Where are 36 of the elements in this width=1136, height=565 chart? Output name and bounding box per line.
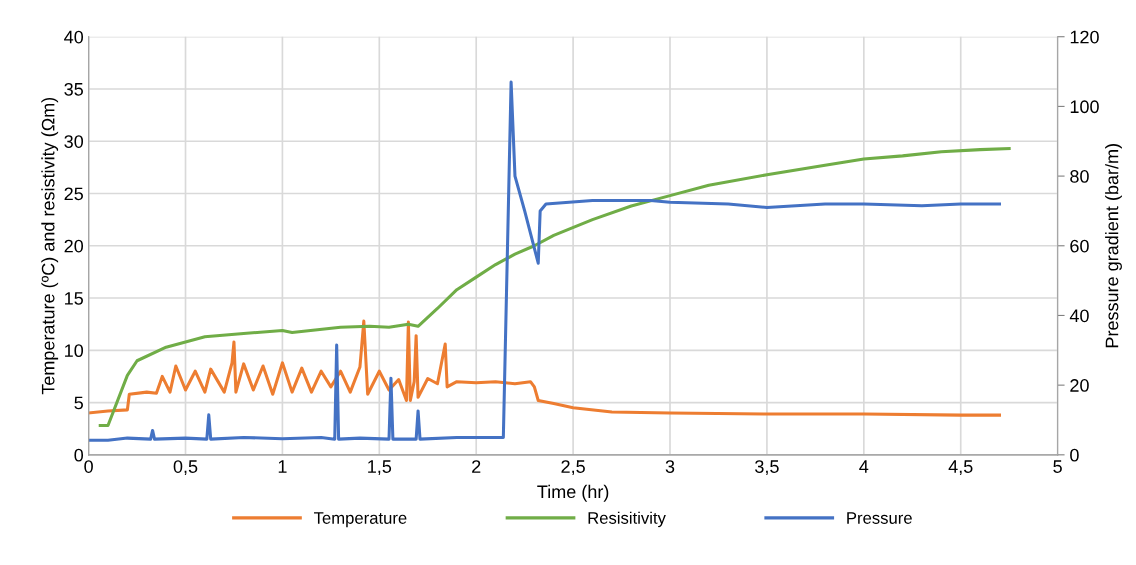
y-tick-label: 40	[64, 30, 84, 44]
y2-axis-title: Pressure gradient (bar/m)	[1105, 144, 1122, 348]
legend-label: Pressure	[847, 512, 912, 524]
y-tick-label: 25	[64, 187, 83, 201]
y2-tick-label: 60	[1070, 239, 1089, 253]
x-tick-label: 4	[859, 460, 869, 473]
x-tick-label: 4,5	[948, 460, 973, 476]
x-tick-label: 1	[278, 460, 287, 473]
x-tick-label: 1,5	[368, 460, 392, 476]
y-tick-label: 30	[64, 135, 84, 148]
legend-label: Resisitivity	[588, 511, 666, 528]
y2-tick-label: 40	[1069, 309, 1089, 323]
x-tick-label: 2	[472, 460, 481, 473]
y2-tick-label: 120	[1070, 30, 1099, 44]
line-series	[88, 80, 1002, 442]
y-axis-title: Temperature (ºC) and resistivity (Ωm)	[41, 97, 59, 395]
x-tick-label: 5	[1053, 460, 1062, 473]
x-tick-label: 0,5	[173, 460, 198, 476]
legend-label: Temperature	[314, 512, 407, 528]
y-tick-label: 10	[65, 344, 84, 358]
y-tick-label: 35	[64, 82, 83, 96]
y-tick-label: 15	[65, 292, 83, 305]
x-tick-label: 3	[665, 460, 675, 473]
x-tick-label: 3,5	[755, 460, 779, 476]
line-series	[98, 147, 1011, 428]
x-axis-title: Time (hr)	[537, 484, 609, 502]
y-tick-label: 5	[74, 396, 83, 410]
y2-tick-label: 80	[1070, 170, 1089, 183]
y2-tick-label: 20	[1070, 379, 1089, 392]
x-tick-label: 0	[84, 460, 93, 473]
x-tick-label: 2,5	[561, 460, 585, 476]
line-series	[88, 319, 1002, 417]
y-tick-label: 20	[64, 239, 84, 253]
y2-tick-label: 0	[1070, 448, 1079, 462]
y2-tick-label: 100	[1070, 100, 1099, 114]
y-tick-label: 0	[74, 448, 84, 462]
